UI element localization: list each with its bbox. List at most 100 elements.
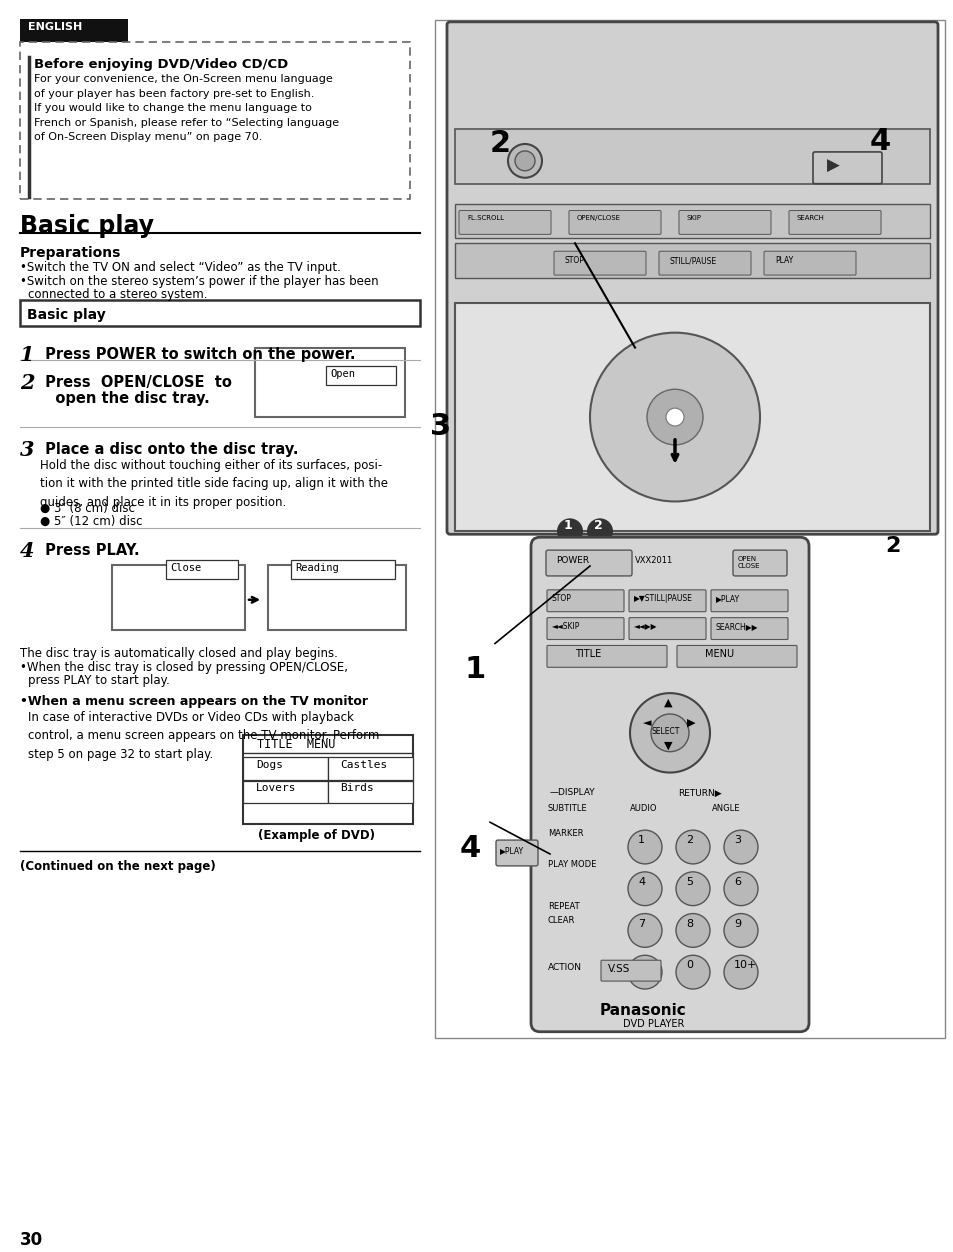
Circle shape xyxy=(627,914,661,948)
FancyBboxPatch shape xyxy=(710,617,787,640)
Text: 10+: 10+ xyxy=(733,960,757,970)
Text: 8: 8 xyxy=(685,919,693,929)
Circle shape xyxy=(586,518,613,545)
Text: Preparations: Preparations xyxy=(20,247,121,260)
Text: 6: 6 xyxy=(733,876,740,886)
Text: RETURN▶: RETURN▶ xyxy=(678,789,720,798)
FancyBboxPatch shape xyxy=(496,840,537,866)
Circle shape xyxy=(627,955,661,989)
Circle shape xyxy=(676,871,709,905)
Text: •When the disc tray is closed by pressing OPEN/CLOSE,: •When the disc tray is closed by pressin… xyxy=(20,661,348,675)
Text: Place a disc onto the disc tray.: Place a disc onto the disc tray. xyxy=(40,442,298,457)
Text: 4: 4 xyxy=(638,876,644,886)
Circle shape xyxy=(627,830,661,864)
Circle shape xyxy=(589,333,760,502)
Text: 1: 1 xyxy=(638,835,644,845)
Text: Reading: Reading xyxy=(294,563,338,573)
Text: The disc tray is automatically closed and play begins.: The disc tray is automatically closed an… xyxy=(20,647,337,661)
Text: PLAY MODE: PLAY MODE xyxy=(547,860,596,869)
Text: press PLAY to start play.: press PLAY to start play. xyxy=(28,675,170,687)
FancyBboxPatch shape xyxy=(568,210,660,234)
Text: Press PLAY.: Press PLAY. xyxy=(40,543,139,558)
Text: 3: 3 xyxy=(733,835,740,845)
Text: ◄◄▶▶: ◄◄▶▶ xyxy=(634,622,657,631)
FancyBboxPatch shape xyxy=(531,537,808,1032)
Text: MENU: MENU xyxy=(704,650,734,660)
Text: AUDIO: AUDIO xyxy=(629,804,657,814)
Text: CLEAR: CLEAR xyxy=(547,915,575,924)
Circle shape xyxy=(676,955,709,989)
Circle shape xyxy=(665,408,683,426)
Text: SEARCH▶▶: SEARCH▶▶ xyxy=(716,622,758,631)
Text: 9: 9 xyxy=(733,919,740,929)
Text: ▶: ▶ xyxy=(826,156,839,175)
FancyBboxPatch shape xyxy=(20,300,419,326)
Text: In case of interactive DVDs or Video CDs with playback
control, a menu screen ap: In case of interactive DVDs or Video CDs… xyxy=(28,711,379,761)
FancyBboxPatch shape xyxy=(435,20,944,1038)
Text: 0: 0 xyxy=(685,960,692,970)
Text: 2: 2 xyxy=(884,536,900,556)
Text: ◄◄SKIP: ◄◄SKIP xyxy=(552,622,579,631)
Text: 1: 1 xyxy=(464,655,486,685)
FancyBboxPatch shape xyxy=(326,367,395,386)
FancyBboxPatch shape xyxy=(710,590,787,612)
Text: Basic play: Basic play xyxy=(20,214,153,238)
Circle shape xyxy=(627,871,661,905)
Text: ANGLE: ANGLE xyxy=(711,804,740,814)
Text: OPEN/CLOSE: OPEN/CLOSE xyxy=(577,215,620,222)
FancyBboxPatch shape xyxy=(455,129,929,184)
Circle shape xyxy=(723,955,758,989)
Text: 7: 7 xyxy=(638,919,644,929)
Text: V.SS: V.SS xyxy=(607,964,630,974)
Text: Press  OPEN/CLOSE  to: Press OPEN/CLOSE to xyxy=(40,376,232,391)
FancyBboxPatch shape xyxy=(328,780,413,804)
Text: MARKER: MARKER xyxy=(547,829,583,838)
Text: ▶PLAY: ▶PLAY xyxy=(716,593,740,602)
Text: 5: 5 xyxy=(685,876,692,886)
FancyBboxPatch shape xyxy=(546,617,623,640)
Text: Dogs: Dogs xyxy=(255,760,283,770)
Circle shape xyxy=(557,518,582,545)
Circle shape xyxy=(515,151,535,170)
Text: 4: 4 xyxy=(869,128,890,156)
Text: SKIP: SKIP xyxy=(686,215,701,222)
Text: For your convenience, the On-Screen menu language
of your player has been factor: For your convenience, the On-Screen menu… xyxy=(34,74,338,141)
FancyBboxPatch shape xyxy=(20,41,410,199)
Text: 3: 3 xyxy=(430,412,451,441)
FancyBboxPatch shape xyxy=(243,756,328,780)
Text: Panasonic: Panasonic xyxy=(599,1003,686,1018)
FancyBboxPatch shape xyxy=(458,210,551,234)
Text: 2: 2 xyxy=(490,129,511,158)
Circle shape xyxy=(629,694,709,772)
Circle shape xyxy=(723,871,758,905)
FancyBboxPatch shape xyxy=(328,756,413,780)
Text: 4: 4 xyxy=(459,834,480,863)
Text: 3: 3 xyxy=(20,439,34,459)
FancyBboxPatch shape xyxy=(546,646,666,667)
FancyBboxPatch shape xyxy=(628,590,705,612)
Circle shape xyxy=(723,914,758,948)
Text: TITLE: TITLE xyxy=(575,650,600,660)
Text: SELECT: SELECT xyxy=(651,727,679,736)
Text: Basic play: Basic play xyxy=(27,308,106,322)
FancyBboxPatch shape xyxy=(554,252,645,275)
FancyBboxPatch shape xyxy=(455,243,929,278)
Text: Close: Close xyxy=(170,563,201,573)
Text: 30: 30 xyxy=(20,1231,43,1249)
Text: ▶PLAY: ▶PLAY xyxy=(499,846,523,855)
Text: VXX2011: VXX2011 xyxy=(635,556,673,565)
Text: ENGLISH: ENGLISH xyxy=(28,21,82,31)
Text: ◄: ◄ xyxy=(642,717,651,727)
Text: STOP: STOP xyxy=(552,593,571,602)
Text: SUBTITLE: SUBTITLE xyxy=(547,804,587,814)
Text: (Example of DVD): (Example of DVD) xyxy=(257,829,375,843)
FancyBboxPatch shape xyxy=(546,590,623,612)
Text: STOP: STOP xyxy=(564,257,584,265)
FancyBboxPatch shape xyxy=(447,21,937,535)
Text: Birds: Birds xyxy=(339,784,374,794)
FancyBboxPatch shape xyxy=(455,303,929,531)
Text: open the disc tray.: open the disc tray. xyxy=(40,391,210,406)
Text: 2: 2 xyxy=(685,835,693,845)
Text: •When a menu screen appears on the TV monitor: •When a menu screen appears on the TV mo… xyxy=(20,695,368,709)
Text: ● 5″ (12 cm) disc: ● 5″ (12 cm) disc xyxy=(40,515,142,527)
